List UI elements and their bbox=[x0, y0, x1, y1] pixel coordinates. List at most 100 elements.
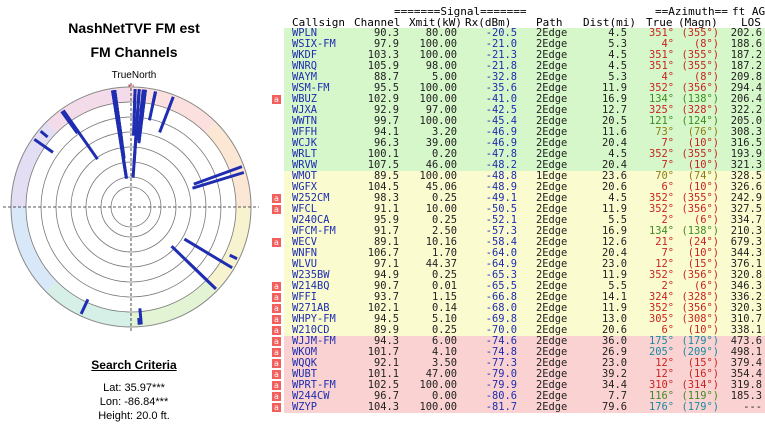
cell-call: WFCM-FM bbox=[292, 225, 336, 237]
cell-path: 2Edge bbox=[536, 357, 568, 369]
table-row[interactable]: a WFFI 93.7 1.15 -66.8 2Edge 14.1 324° (328°) 336… bbox=[272, 292, 765, 303]
table-row[interactable]: WLVU 97.1 44.37 -64.9 2Edge 23.0 12° (15°) 376.1 bbox=[272, 259, 765, 270]
table-row[interactable]: a W252CM 98.3 0.25 -49.1 2Edge 4.5 352° (355°) 24… bbox=[272, 193, 765, 204]
cell-tru: 134° bbox=[648, 93, 674, 105]
alert-flag-icon: a bbox=[272, 381, 281, 390]
latitude-value: Lat: 35.97*** bbox=[103, 382, 165, 394]
cell-chan: 91.7 bbox=[373, 225, 399, 237]
table-row[interactable]: WSIX-FM 97.9 100.00 -21.0 2Edge 5.3 4° (8°) 188.… bbox=[272, 39, 765, 50]
cell-path: 2Edge bbox=[536, 104, 568, 116]
cell-xmit: 0.00 bbox=[431, 390, 457, 402]
table-row[interactable]: WCJK 96.3 39.00 -46.9 2Edge 20.4 7° (10°) 316.5 bbox=[272, 138, 765, 149]
table-row[interactable]: a WFCL 91.1 10.00 -50.5 2Edge 11.9 352° (356°) 32… bbox=[272, 204, 765, 215]
table-row[interactable]: a W244CW 96.7 0.00 -80.6 2Edge 7.7 116° (119°) 18… bbox=[272, 391, 765, 402]
cell-los: 344.3 bbox=[730, 247, 762, 259]
cell-dist: 23.0 bbox=[601, 258, 627, 270]
cell-path: 2Edge bbox=[536, 115, 568, 127]
table-row[interactable]: a WQQK 92.1 3.50 -77.3 2Edge 23.0 12° (15°) 379.4 bbox=[272, 358, 765, 369]
table-row[interactable]: W235BW 94.9 0.25 -65.3 2Edge 11.9 352° (356°) 32… bbox=[272, 270, 765, 281]
cell-mag: (8°) bbox=[693, 71, 719, 83]
cell-dist: 7.7 bbox=[608, 390, 627, 402]
station-needle bbox=[79, 298, 90, 315]
cell-xmit: 100.00 bbox=[419, 38, 457, 50]
station-needles bbox=[33, 89, 245, 325]
cell-mag: (314°) bbox=[681, 379, 719, 391]
col-los: LOS bbox=[741, 16, 761, 29]
table-row[interactable]: WNRQ 105.9 98.00 -21.8 2Edge 4.5 351° (355°) 187… bbox=[272, 61, 765, 72]
table-row[interactable]: WRLT 100.1 0.20 -47.8 2Edge 4.5 352° (355°) 193.… bbox=[272, 149, 765, 160]
table-row[interactable]: WFCM-FM 91.7 2.50 -57.3 2Edge 16.9 134° (138°) 2… bbox=[272, 226, 765, 237]
table-row[interactable]: W240CA 95.9 0.25 -52.1 2Edge 5.5 2° (6°) 334.7 bbox=[272, 215, 765, 226]
table-row[interactable]: WJXA 92.9 97.00 -42.5 2Edge 12.7 325° (328°) 322… bbox=[272, 105, 765, 116]
cell-chan: 100.1 bbox=[367, 148, 399, 160]
table-row[interactable]: WWTN 99.7 100.00 -45.4 2Edge 20.5 121° (124°) 20… bbox=[272, 116, 765, 127]
table-row[interactable]: WGFX 104.5 45.06 -48.9 2Edge 20.6 6° (10°) 326.6 bbox=[272, 182, 765, 193]
table-row[interactable]: WFFH 94.1 3.20 -46.9 2Edge 11.6 73° (76°) 308.3 bbox=[272, 127, 765, 138]
cell-los: 327.5 bbox=[730, 203, 762, 215]
cell-call: WFCL bbox=[292, 203, 318, 215]
cell-chan: 104.3 bbox=[367, 401, 399, 413]
cell-tru: 7° bbox=[661, 137, 674, 149]
longitude-value: Lon: -86.84*** bbox=[99, 396, 169, 408]
cell-tru: 176° bbox=[648, 401, 674, 413]
row-band bbox=[284, 336, 765, 347]
table-row[interactable]: WMOT 89.5 100.00 -48.8 1Edge 23.6 70° (74°) 328.… bbox=[272, 171, 765, 182]
cell-path: 2Edge bbox=[536, 379, 568, 391]
table-row[interactable]: a WPRT-FM 102.5 100.00 -79.9 2Edge 34.4 310° (31… bbox=[272, 380, 765, 391]
cell-call: WFFI bbox=[292, 291, 318, 303]
table-row[interactable]: a WHPY-FM 94.5 5.10 -69.8 2Edge 13.0 305° (308°)… bbox=[272, 314, 765, 325]
cell-tru: 70° bbox=[655, 170, 674, 182]
cell-path: 1Edge bbox=[536, 170, 568, 182]
alert-flag-icon: a bbox=[272, 293, 281, 302]
cell-call: WNRQ bbox=[292, 60, 318, 72]
table-row[interactable]: a W214BQ 90.7 0.01 -65.5 2Edge 5.5 2° (6°) 346.3 bbox=[272, 281, 765, 292]
cell-path: 2Edge bbox=[536, 71, 568, 83]
cell-rx: -77.3 bbox=[485, 357, 517, 369]
row-band bbox=[284, 182, 765, 193]
table-row[interactable]: a W210CD 89.9 0.25 -70.0 2Edge 20.6 6° (10°) 338.… bbox=[272, 325, 765, 336]
cell-chan: 99.7 bbox=[373, 115, 399, 127]
table-row[interactable]: WSM-FM 95.5 100.00 -35.6 2Edge 11.9 352° (356°)… bbox=[272, 83, 765, 94]
cell-los: 210.3 bbox=[730, 225, 762, 237]
cell-los: 336.2 bbox=[730, 291, 762, 303]
cell-call: WFFH bbox=[292, 126, 318, 138]
cell-chan: 105.9 bbox=[367, 60, 399, 72]
cell-xmit: 0.01 bbox=[431, 280, 457, 292]
table-row[interactable]: WNFN 106.7 1.70 -64.0 2Edge 20.4 7° (10°) 344.3 bbox=[272, 248, 765, 259]
station-needle bbox=[183, 237, 233, 270]
cell-tru: 2° bbox=[661, 280, 674, 292]
cell-rx: -64.9 bbox=[485, 258, 517, 270]
alert-flag-icon: a bbox=[272, 315, 281, 324]
table-row[interactable]: a WKOM 101.7 4.10 -74.8 2Edge 26.9 205° (209°) 49… bbox=[272, 347, 765, 358]
cell-tru: 2° bbox=[661, 214, 674, 226]
row-band bbox=[284, 160, 765, 171]
col-magn: (Magn) bbox=[678, 16, 718, 29]
cell-chan: 107.5 bbox=[367, 159, 399, 171]
cell-mag: (355°) bbox=[681, 49, 719, 61]
table-row[interactable]: WPLN 90.3 80.00 -20.5 2Edge 4.5 351° (355°) 202.… bbox=[272, 28, 765, 39]
cell-dist: 11.9 bbox=[601, 203, 627, 215]
cell-tru: 12° bbox=[655, 258, 674, 270]
table-row[interactable]: a WZYP 104.3 100.00 -81.7 2Edge 79.6 176° (179°)… bbox=[272, 402, 765, 413]
cell-los: 679.3 bbox=[730, 236, 762, 248]
table-row[interactable]: a WECV 89.1 10.16 -58.4 2Edge 12.6 21° (24°) 679.… bbox=[272, 237, 765, 248]
cell-mag: (308°) bbox=[681, 313, 719, 325]
cell-call: W271AB bbox=[292, 302, 330, 314]
cell-los: 242.9 bbox=[730, 192, 762, 204]
cell-path: 2Edge bbox=[536, 302, 568, 314]
cell-call: WSM-FM bbox=[292, 82, 330, 94]
table-row[interactable]: WAYM 88.7 5.00 -32.8 2Edge 5.3 4° (8°) 209.8 bbox=[272, 72, 765, 83]
cell-dist: 11.9 bbox=[601, 302, 627, 314]
table-row[interactable]: a WJJM-FM 94.3 6.00 -74.6 2Edge 36.0 175° (179°)… bbox=[272, 336, 765, 347]
cell-call: WRVW bbox=[292, 159, 318, 171]
table-row[interactable]: a W271AB 102.1 0.14 -68.0 2Edge 11.9 352° (356°)… bbox=[272, 303, 765, 314]
cell-call: WUBT bbox=[292, 368, 318, 380]
table-row[interactable]: WRVW 107.5 46.00 -48.2 2Edge 20.4 7° (10°) 321.3 bbox=[272, 160, 765, 171]
cell-xmit: 2.50 bbox=[431, 225, 457, 237]
cell-tru: 121° bbox=[648, 115, 674, 127]
table-row[interactable]: WKDF 103.3 100.00 -21.3 2Edge 4.5 351° (355°) 18… bbox=[272, 50, 765, 61]
page-subtitle: FM Channels bbox=[90, 44, 178, 60]
cell-los: 188.6 bbox=[730, 38, 762, 50]
table-row[interactable]: a WBUZ 102.9 100.00 -41.0 2Edge 16.9 134° (138°)… bbox=[272, 94, 765, 105]
table-row[interactable]: a WUBT 101.1 47.00 -79.0 2Edge 39.2 12° (16°) 354… bbox=[272, 369, 765, 380]
